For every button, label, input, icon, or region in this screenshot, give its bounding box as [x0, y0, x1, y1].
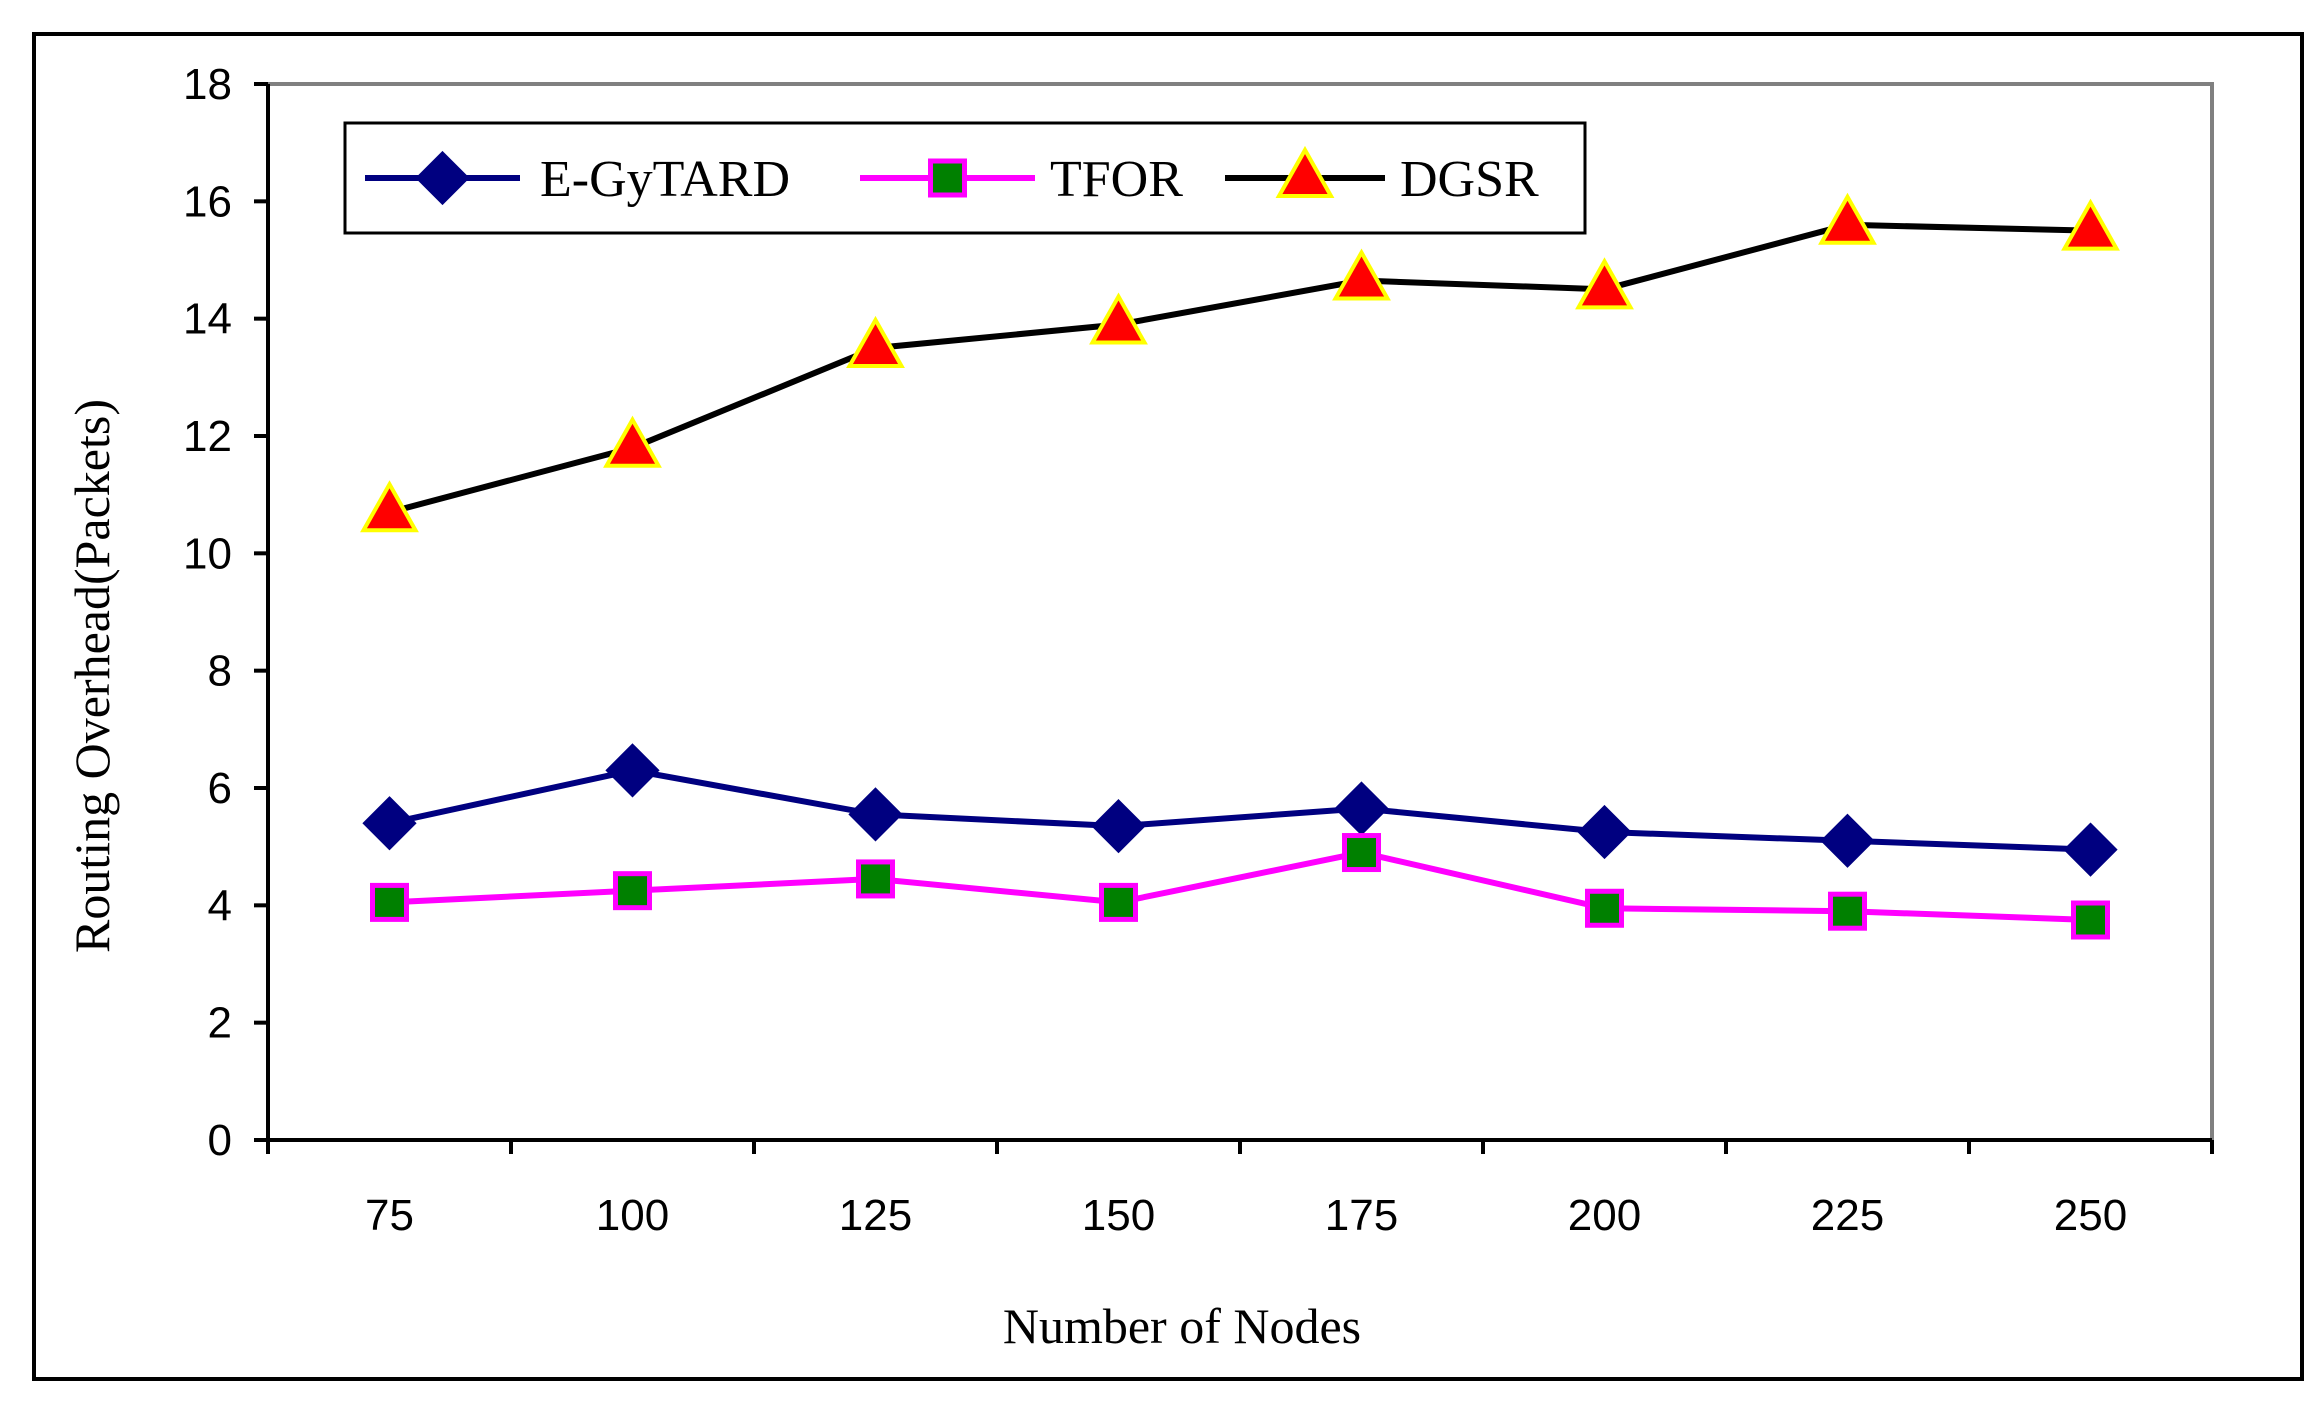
legend-item-dgsr: DGSR	[1225, 145, 1539, 208]
legend-marker	[928, 158, 967, 198]
data-point	[2071, 900, 2110, 940]
series-e-gytard	[362, 743, 2118, 877]
x-ticks: 75 100 125 150 175 200 225 250	[266, 1140, 2214, 1240]
legend-label: E-GyTARD	[540, 151, 790, 208]
x-tick-label: 175	[1325, 1191, 1398, 1240]
legend-marker	[1275, 145, 1335, 198]
data-point	[1577, 804, 1632, 860]
data-point	[613, 871, 652, 911]
y-tick-label: 4	[208, 881, 232, 930]
x-tick-label: 125	[839, 1191, 912, 1240]
data-point	[1818, 192, 1877, 245]
data-point	[848, 787, 903, 842]
y-ticks: 0 2 4 6 8 10 12 14 16 18	[183, 60, 268, 1165]
data-point	[1099, 882, 1138, 922]
data-point	[1332, 248, 1391, 301]
data-point	[2063, 822, 2118, 877]
x-axis-label: Number of Nodes	[1003, 1298, 1361, 1354]
legend-label: TFOR	[1050, 151, 1183, 208]
y-tick-label: 8	[208, 647, 232, 696]
data-point	[360, 480, 419, 533]
series-layer	[360, 192, 2120, 940]
y-tick-label: 18	[183, 60, 232, 109]
series-tfor	[370, 833, 2110, 940]
series-line	[388, 221, 2091, 516]
y-tick-label: 10	[183, 529, 232, 578]
data-point	[1828, 891, 1867, 931]
legend-item-tfor: TFOR	[860, 151, 1183, 208]
legend-marker	[415, 150, 470, 206]
legend-items: E-GyTARD TFOR DGSR	[365, 145, 1539, 208]
legend: E-GyTARD TFOR DGSR	[343, 121, 1587, 235]
x-tick-label: 225	[1811, 1191, 1884, 1240]
y-axis-label: Routing Overhead(Packets)	[64, 399, 120, 953]
data-point	[1820, 813, 1875, 868]
y-tick-label: 6	[208, 764, 232, 813]
data-point	[1585, 888, 1624, 928]
x-tick-label: 200	[1568, 1191, 1641, 1240]
figure-border	[32, 32, 2304, 1381]
data-point	[603, 415, 662, 468]
y-tick-label: 16	[183, 177, 232, 226]
data-point	[605, 743, 660, 798]
series-line	[388, 767, 2091, 853]
x-tick-label: 100	[596, 1191, 669, 1240]
data-point	[362, 796, 417, 851]
data-point	[1342, 833, 1381, 873]
data-point	[370, 882, 409, 922]
series-line	[389, 849, 2091, 923]
y-tick-label: 2	[208, 999, 232, 1048]
x-tick-label: 150	[1082, 1191, 1155, 1240]
x-tick-label: 250	[2054, 1191, 2127, 1240]
data-point	[1091, 799, 1146, 854]
legend-item-e-gytard: E-GyTARD	[365, 150, 790, 208]
y-tick-label: 12	[183, 412, 232, 461]
series-dgsr	[360, 192, 2120, 533]
y-tick-label: 0	[208, 1116, 232, 1165]
data-point	[856, 859, 895, 899]
data-point	[1089, 292, 1148, 345]
data-point	[1575, 257, 1634, 310]
y-tick-label: 14	[183, 295, 232, 344]
data-point	[2061, 198, 2120, 251]
x-tick-label: 75	[365, 1191, 414, 1240]
legend-label: DGSR	[1400, 151, 1539, 208]
data-point	[846, 315, 905, 368]
